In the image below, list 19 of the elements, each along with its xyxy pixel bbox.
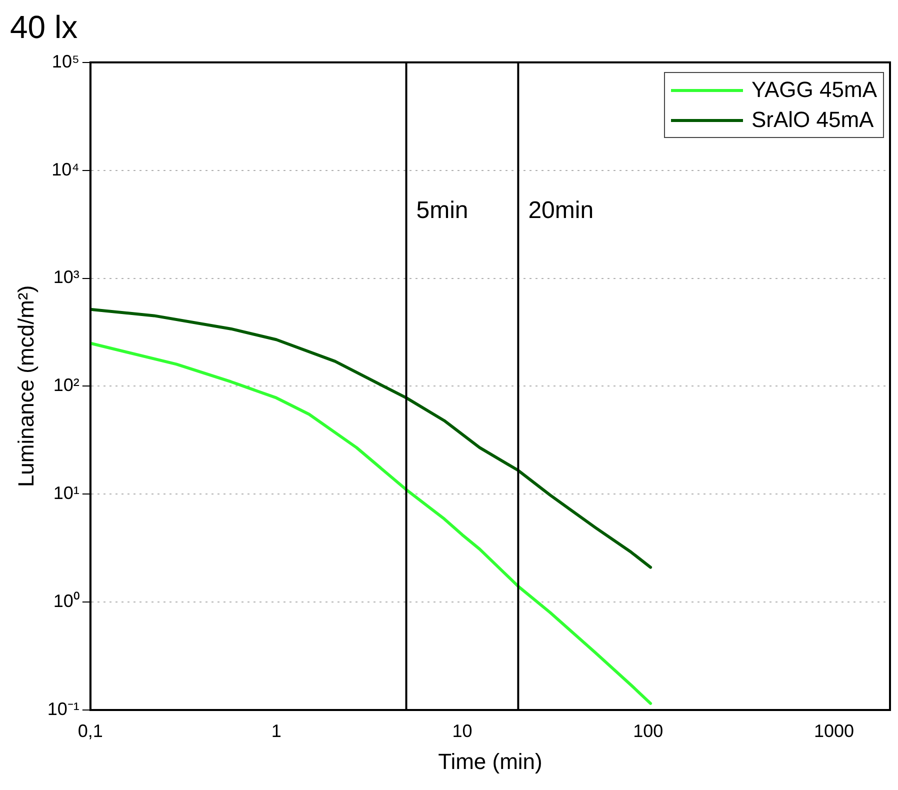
y-tick-label: 10⁵ <box>52 51 80 72</box>
legend-label: YAGG 45mA <box>751 76 877 104</box>
y-tick-label: 10⁻¹ <box>47 698 80 719</box>
chart-title: 40 lx <box>10 9 78 46</box>
x-tick-label: 10 <box>452 720 472 741</box>
ref-line-label: 5min <box>416 196 468 224</box>
y-axis-title: Luminance (mcd/m²) <box>13 285 38 488</box>
y-tick-label: 10¹ <box>53 483 80 504</box>
y-tick-label: 10⁰ <box>53 591 80 612</box>
x-tick-label: 0,1 <box>78 720 103 741</box>
ref-line-label: 20min <box>528 196 594 224</box>
x-tick-label: 1000 <box>814 720 854 741</box>
y-tick-label: 10³ <box>53 267 80 288</box>
y-tick-label: 10² <box>53 375 80 396</box>
legend-label: SrAlO 45mA <box>751 106 874 134</box>
x-axis-title: Time (min) <box>438 748 542 774</box>
x-tick-label: 1 <box>271 720 282 741</box>
x-tick-label: 100 <box>633 720 664 741</box>
y-tick-label: 10⁴ <box>52 159 80 180</box>
